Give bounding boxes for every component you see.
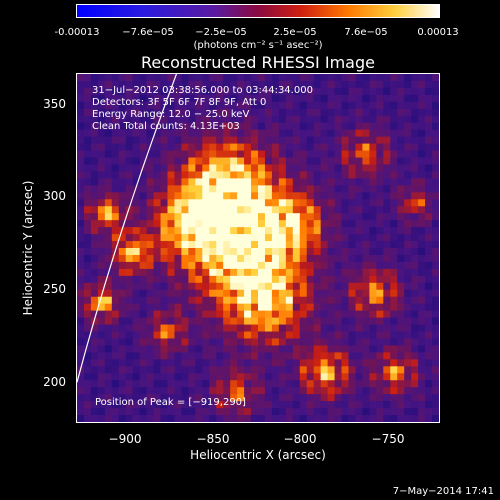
peak-position-label: Position of Peak = [−919,290] <box>95 397 246 408</box>
info-time-range: 31−Jul−2012 03:38:56.000 to 03:44:34.000 <box>92 85 313 96</box>
colorbar-unit-label: (photons cm⁻² s⁻¹ asec⁻²) <box>193 40 323 51</box>
x-tick-label: −850 <box>196 432 230 446</box>
heatmap-image <box>77 74 439 422</box>
info-energy-range: Energy Range: 12.0 − 25.0 keV <box>92 109 250 120</box>
colorbar-tick-label: 2.5e−05 <box>273 27 317 38</box>
x-axis-label: Heliocentric X (arcsec) <box>190 448 326 462</box>
info-detectors: Detectors: 3F 5F 6F 7F 8F 9F, Att 0 <box>92 97 267 108</box>
colorbar-tick-label: -0.00013 <box>54 27 100 38</box>
colorbar-tick-label: −2.5e−05 <box>195 27 247 38</box>
y-tick-label: 200 <box>43 375 66 389</box>
colorbar-tick-label: −7.6e−05 <box>122 27 174 38</box>
info-clean-counts: Clean Total counts: 4.13E+03 <box>92 121 240 132</box>
plot-title: Reconstructed RHESSI Image <box>141 53 375 72</box>
solar-limb-line <box>77 74 178 383</box>
colorbar <box>76 4 440 18</box>
y-axis-label: Heliocentric Y (arcsec) <box>21 180 35 316</box>
colorbar-tick-label: 0.00013 <box>417 27 459 38</box>
image-plot-area <box>76 73 440 423</box>
y-tick-label: 300 <box>43 189 66 203</box>
x-tick-label: −900 <box>108 432 142 446</box>
x-tick-label: −800 <box>283 432 317 446</box>
timestamp-label: 7−May−2014 17:41 <box>392 486 494 497</box>
colorbar-tick-label: 7.6e−05 <box>344 27 388 38</box>
x-tick-label: −750 <box>371 432 405 446</box>
y-tick-label: 350 <box>43 97 66 111</box>
y-tick-label: 250 <box>43 282 66 296</box>
